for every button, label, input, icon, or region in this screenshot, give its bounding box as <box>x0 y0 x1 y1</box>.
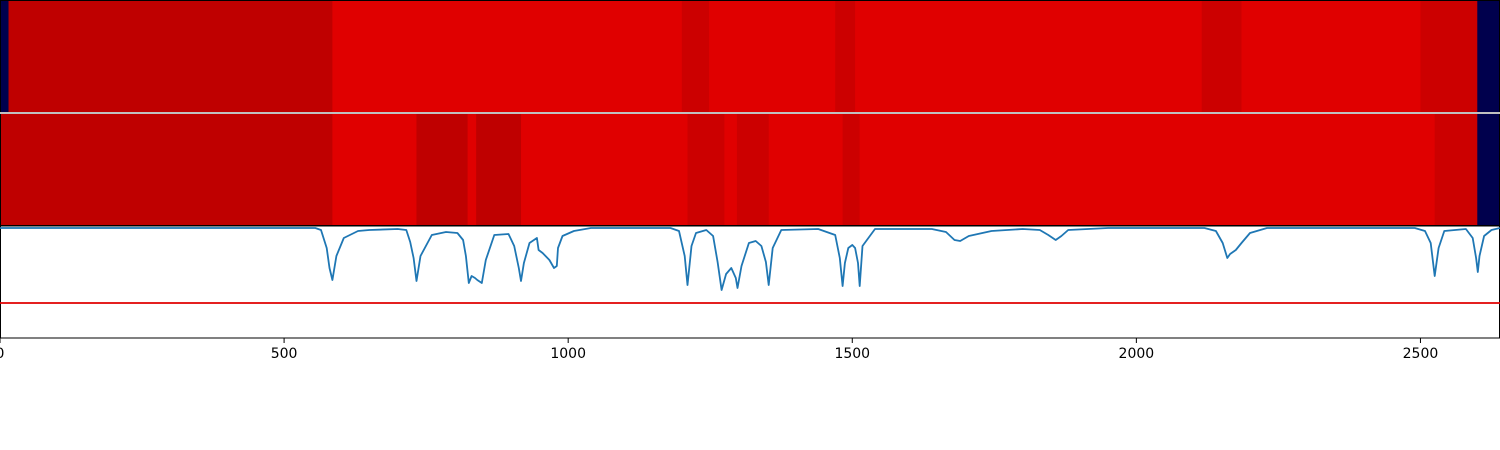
top-band-segment-5 <box>835 0 856 113</box>
bottom-band-segment-4 <box>476 113 522 226</box>
bottom-band-segment-8 <box>736 113 770 226</box>
x-tick-label-0: 0 <box>0 346 4 362</box>
bottom-band-segment-13 <box>1477 113 1500 226</box>
top-band-segment-9 <box>1420 0 1478 113</box>
bottom-band-segment-12 <box>1434 113 1478 226</box>
bottom-band-segment-11 <box>859 113 1436 226</box>
series-line <box>0 227 1500 291</box>
x-tick-label-1: 500 <box>271 346 298 362</box>
top-band-panel <box>0 0 1500 113</box>
bottom-band-segment-2 <box>416 113 469 226</box>
top-band-segments <box>0 0 1500 113</box>
x-tick-label-2: 1000 <box>550 346 586 362</box>
top-band-segment-7 <box>1201 0 1242 113</box>
top-band-segment-8 <box>1241 0 1421 113</box>
top-band-segment-2 <box>332 0 683 113</box>
x-tick-label-3: 1500 <box>834 346 870 362</box>
top-band-segment-4 <box>709 0 836 113</box>
top-band-segment-1 <box>8 0 333 113</box>
x-tick-label-4: 2000 <box>1119 346 1155 362</box>
line-panel-frame <box>0 225 1500 339</box>
top-band-segment-0 <box>0 0 10 113</box>
bottom-band-segments <box>0 113 1500 226</box>
top-band-segment-6 <box>855 0 1203 113</box>
x-tick-label-5: 2500 <box>1403 346 1439 362</box>
bottom-band-segment-0 <box>0 113 333 226</box>
bottom-band-segment-9 <box>768 113 844 226</box>
bottom-band-segment-6 <box>687 113 725 226</box>
bottom-band-segment-3 <box>467 113 477 226</box>
bottom-band-segment-5 <box>521 113 688 226</box>
bottom-band-segment-10 <box>842 113 861 226</box>
bottom-band-panel <box>0 113 1500 226</box>
line-panel <box>0 225 1500 339</box>
top-band-segment-3 <box>681 0 710 113</box>
bottom-band-segment-1 <box>332 113 417 226</box>
top-band-segment-10 <box>1477 0 1500 113</box>
bottom-band-segment-7 <box>724 113 738 226</box>
x-axis: 0 500 1000 1500 2000 2500 <box>0 338 1438 362</box>
